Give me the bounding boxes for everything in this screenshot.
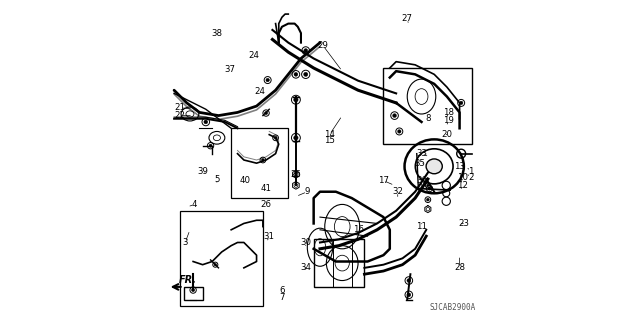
Circle shape <box>204 120 208 124</box>
Text: 11: 11 <box>416 222 427 231</box>
Text: 40: 40 <box>240 176 251 185</box>
Bar <box>180 211 263 306</box>
Circle shape <box>191 288 195 292</box>
Text: 34: 34 <box>300 263 311 272</box>
Text: 4: 4 <box>192 200 198 209</box>
Text: 21: 21 <box>174 103 186 112</box>
Text: 15: 15 <box>324 136 335 146</box>
Text: SJCAB2900A: SJCAB2900A <box>429 303 476 312</box>
Text: 41: 41 <box>260 184 271 193</box>
Text: 10: 10 <box>457 173 468 182</box>
Text: 2: 2 <box>468 173 474 182</box>
Ellipse shape <box>426 159 442 174</box>
Circle shape <box>393 114 396 117</box>
Text: 38: 38 <box>211 28 223 38</box>
Text: 36: 36 <box>416 176 427 185</box>
Text: 32: 32 <box>392 187 403 196</box>
Text: 33: 33 <box>416 149 427 158</box>
Circle shape <box>303 72 308 76</box>
Circle shape <box>214 263 216 266</box>
Text: 26: 26 <box>260 200 271 209</box>
Text: 25: 25 <box>291 170 301 179</box>
Bar <box>383 68 472 144</box>
Text: 13: 13 <box>454 162 465 171</box>
Text: FR.: FR. <box>179 275 197 285</box>
Bar <box>184 287 203 300</box>
Circle shape <box>264 111 268 115</box>
Circle shape <box>460 101 463 105</box>
Circle shape <box>294 98 298 102</box>
Circle shape <box>262 159 264 161</box>
Circle shape <box>397 130 401 133</box>
Circle shape <box>266 78 269 82</box>
Text: 17: 17 <box>378 176 389 185</box>
Text: 14: 14 <box>324 130 335 139</box>
Text: 23: 23 <box>458 219 469 228</box>
Text: 5: 5 <box>214 174 220 184</box>
Text: 6: 6 <box>279 285 285 295</box>
Text: 16: 16 <box>353 225 364 234</box>
Text: 22: 22 <box>174 111 186 120</box>
Text: 20: 20 <box>442 130 452 139</box>
Text: 27: 27 <box>402 14 413 23</box>
Circle shape <box>427 184 429 187</box>
Text: 28: 28 <box>454 263 465 272</box>
Circle shape <box>428 187 431 190</box>
Text: 18: 18 <box>443 108 454 117</box>
Text: 3: 3 <box>182 238 188 247</box>
Text: 29: 29 <box>317 41 328 50</box>
Circle shape <box>426 198 429 201</box>
Circle shape <box>294 136 298 140</box>
Text: 39: 39 <box>197 167 208 176</box>
Text: 31: 31 <box>264 232 275 241</box>
Circle shape <box>209 144 212 147</box>
Text: 35: 35 <box>415 159 426 168</box>
Text: 24: 24 <box>248 51 259 60</box>
Text: 9: 9 <box>305 187 310 196</box>
Text: 7: 7 <box>279 293 285 302</box>
Text: 12: 12 <box>457 181 468 190</box>
Circle shape <box>407 293 411 297</box>
Text: 24: 24 <box>254 87 265 96</box>
Text: 1: 1 <box>468 167 474 176</box>
Text: 8: 8 <box>425 114 431 123</box>
Circle shape <box>274 136 277 139</box>
Text: 19: 19 <box>443 116 454 125</box>
Circle shape <box>407 279 411 283</box>
Bar <box>314 239 364 287</box>
Bar <box>231 128 288 198</box>
Text: 37: 37 <box>224 65 235 74</box>
Circle shape <box>294 72 298 76</box>
Text: 30: 30 <box>300 238 311 247</box>
Circle shape <box>304 49 308 52</box>
